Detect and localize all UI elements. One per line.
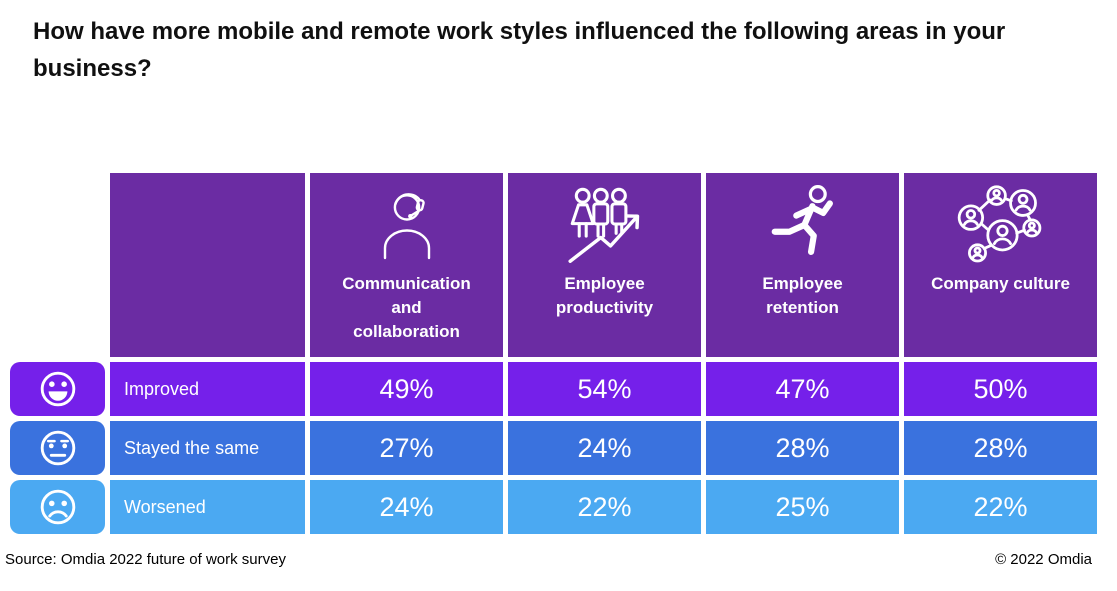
row-label-worsened: Worsened [110,480,305,534]
header-culture: Company culture [904,173,1097,357]
sad-face-icon [10,480,105,534]
value-cell: 22% [904,480,1097,534]
source-note: Source: Omdia 2022 future of work survey [5,551,286,568]
row-label-stayed-the-same: Stayed the same [110,421,305,475]
value-cell: 28% [904,421,1097,475]
value-cell: 47% [706,362,899,416]
value-cell: 27% [310,421,503,475]
column-header-label: Employee productivity [555,274,654,317]
neutral-face-icon [10,421,105,475]
header-retention: Employee retention [706,173,899,357]
value-cell: 22% [508,480,701,534]
value-cell: 54% [508,362,701,416]
people-network-icon [954,181,1048,269]
value-cell: 50% [904,362,1097,416]
header-productivity: Employee productivity [508,173,701,357]
copyright-note: © 2022 Omdia [995,551,1092,568]
headset-agent-icon [374,181,440,269]
header-empty-cell [110,173,305,357]
page-title: How have more mobile and remote work sty… [33,18,1006,82]
header-spacer [10,173,105,357]
column-header-label: Employee retention [762,274,843,317]
happy-face-icon [10,362,105,416]
value-cell: 24% [310,480,503,534]
column-header-label: Company culture [931,274,1070,293]
value-cell: 28% [706,421,899,475]
value-cell: 25% [706,480,899,534]
people-growth-arrow-icon [561,181,649,269]
survey-table: Communication and collaboration Employee… [10,173,1097,534]
running-person-icon [764,181,842,269]
value-cell: 49% [310,362,503,416]
column-header-label: Communication and collaboration [342,274,471,341]
row-label-improved: Improved [110,362,305,416]
header-communication: Communication and collaboration [310,173,503,357]
value-cell: 24% [508,421,701,475]
